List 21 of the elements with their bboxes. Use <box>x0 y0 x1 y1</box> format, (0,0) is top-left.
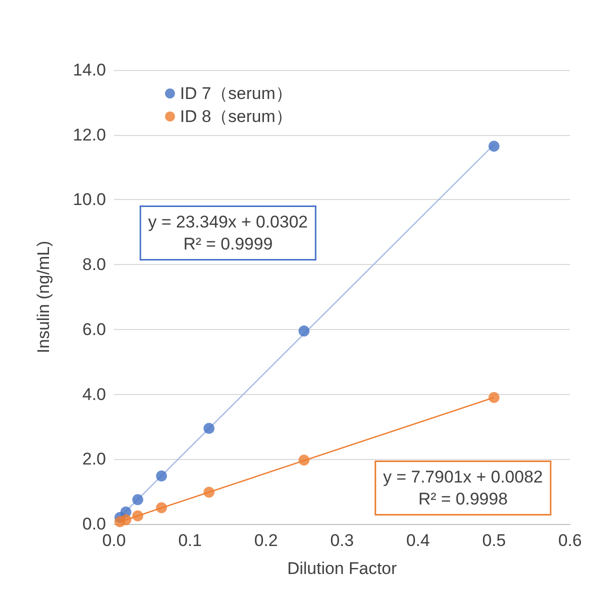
annotation: y = 7.7901x + 0.0082 R² = 0.9998 <box>383 468 543 508</box>
y-tick-label: 2.0 <box>82 450 106 469</box>
x-tick-label: 0.5 <box>482 531 506 550</box>
y-tick-label: 6.0 <box>82 320 106 339</box>
y-tick-label: 4.0 <box>82 384 106 404</box>
x-axis-title: Dilution Factor <box>287 559 398 578</box>
y-tick-label: 12.0 <box>72 125 106 144</box>
annotation: y = 23.349x + 0.0302 R² = 0.9999 <box>148 212 308 254</box>
y-tick-label: 0.0 <box>82 514 106 534</box>
y-axis-title: Insulin (ng/mL) <box>34 240 53 354</box>
legend-label: ID 7（serum） <box>180 84 292 103</box>
legend-label: ID 8（serum） <box>180 107 292 126</box>
y-tick-label: 8.0 <box>82 255 106 274</box>
x-tick-label: 0.0 <box>102 531 126 550</box>
x-tick-label: 0.1 <box>178 531 202 550</box>
x-tick-label: 0.6 <box>558 531 582 550</box>
y-tick-label: 14.0 <box>72 60 106 80</box>
y-tick-label: 10.0 <box>72 190 106 210</box>
x-tick-label: 0.3 <box>330 531 354 550</box>
x-tick-label: 0.4 <box>406 531 430 550</box>
x-tick-label: 0.2 <box>254 531 278 550</box>
